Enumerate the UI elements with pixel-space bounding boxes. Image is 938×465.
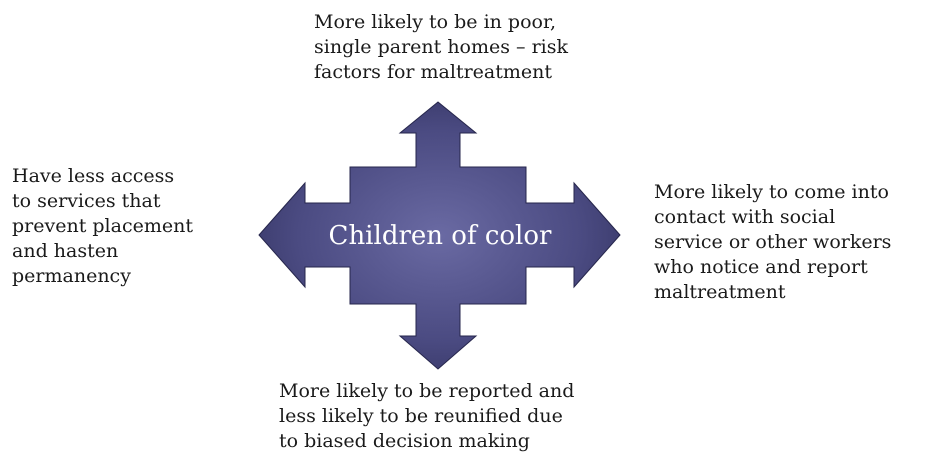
- bottom-arrow-label: More likely to be reported and less like…: [279, 380, 575, 452]
- top-arrow-label: More likely to be in poor, single parent…: [314, 11, 569, 83]
- left-arrow-label: Have less access to services that preven…: [12, 165, 193, 287]
- right-arrow-label: More likely to come into contact with so…: [654, 181, 892, 303]
- quad-arrow-shape: [258, 101, 621, 370]
- center-label: Children of color: [328, 221, 552, 251]
